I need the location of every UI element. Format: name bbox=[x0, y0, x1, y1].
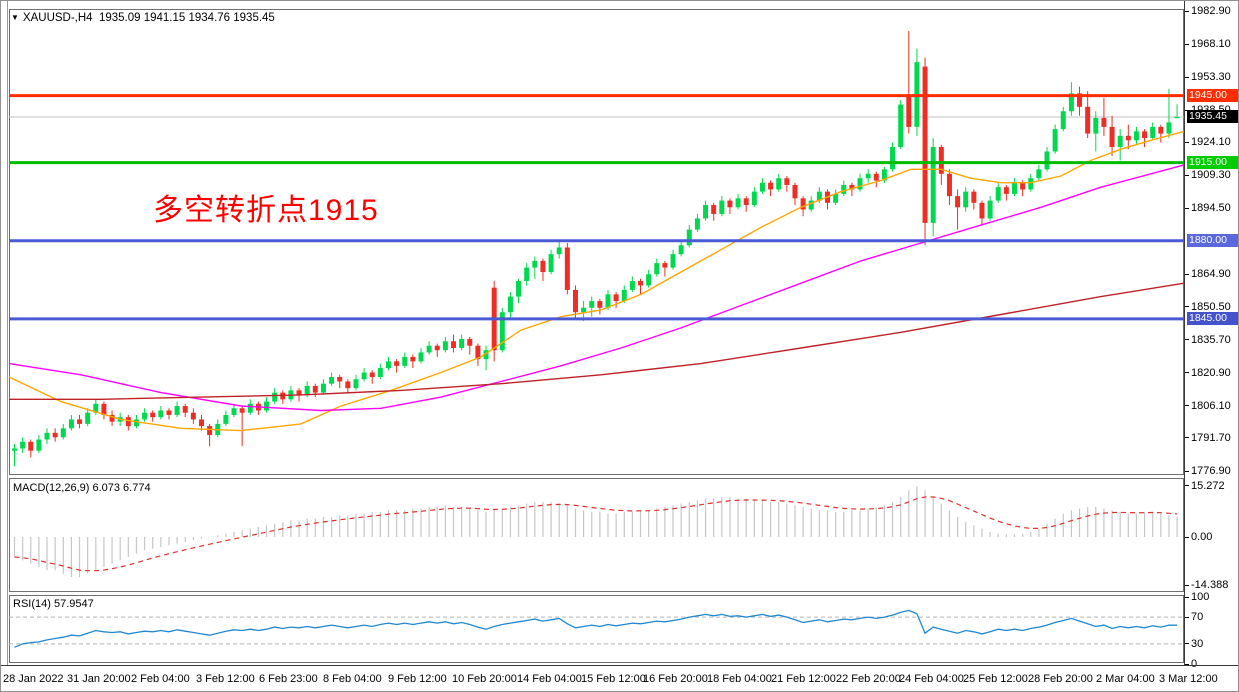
axis-tick-mark bbox=[1184, 405, 1189, 407]
time-axis-label: 31 Jan 20:00 bbox=[67, 673, 131, 685]
time-axis-label: 25 Feb 12:00 bbox=[963, 673, 1028, 685]
axis-tick-mark bbox=[1184, 306, 1189, 308]
axis-tick-mark bbox=[1184, 584, 1189, 586]
axis-tick-mark bbox=[1184, 643, 1189, 645]
axis-tick-mark bbox=[1184, 43, 1189, 45]
macd-canvas[interactable] bbox=[1, 478, 1185, 592]
time-axis-label: 14 Feb 04:00 bbox=[517, 673, 582, 685]
axis-tick-mark bbox=[1184, 141, 1189, 143]
rsi-axis-tick: 70 bbox=[1191, 611, 1204, 624]
axis-tick-mark bbox=[1184, 663, 1189, 665]
rsi-label: RSI(14) 57.9547 bbox=[13, 598, 94, 610]
price-axis-tick: 1968.10 bbox=[1191, 38, 1231, 51]
macd-label: MACD(12,26,9) 6.073 6.774 bbox=[13, 482, 151, 494]
time-axis-label: 10 Feb 20:00 bbox=[452, 673, 517, 685]
rsi-canvas[interactable] bbox=[1, 595, 1185, 663]
axis-tick-mark bbox=[1184, 372, 1189, 374]
chart-title: ▼ XAUUSD-,H4 1935.09 1941.15 1934.76 1935… bbox=[11, 12, 275, 24]
axis-tick-mark bbox=[1184, 10, 1189, 12]
axis-tick-mark bbox=[1184, 339, 1189, 341]
price-axis-tick: 1894.50 bbox=[1191, 202, 1231, 215]
time-axis-label: 3 Mar 12:00 bbox=[1159, 673, 1218, 685]
axis-tick-mark bbox=[1184, 437, 1189, 439]
main-chart-canvas[interactable] bbox=[1, 1, 1185, 476]
price-axis-tick: 1791.70 bbox=[1191, 431, 1231, 444]
price-axis-tick: 1864.90 bbox=[1191, 268, 1231, 281]
time-axis-label: 24 Feb 04:00 bbox=[899, 673, 964, 685]
time-axis-label: 2 Mar 04:00 bbox=[1096, 673, 1155, 685]
price-tag-1915-00: 1915.00 bbox=[1187, 156, 1238, 170]
macd-axis-tick: 0.00 bbox=[1191, 531, 1213, 543]
price-tag-1935-45: 1935.45 bbox=[1187, 110, 1238, 124]
axis-tick-mark bbox=[1184, 273, 1189, 275]
time-axis-label: 2 Feb 04:00 bbox=[131, 673, 190, 685]
axis-tick-mark bbox=[1184, 616, 1189, 618]
macd-axis-tick: -14.388 bbox=[1191, 579, 1229, 592]
annotation-text: 多空转折点1915 bbox=[153, 194, 379, 227]
price-axis-tick: 1820.90 bbox=[1191, 366, 1231, 379]
axis-tick-mark bbox=[1184, 536, 1189, 538]
axis-tick-mark bbox=[1184, 207, 1189, 209]
time-axis-label: 28 Jan 2022 bbox=[3, 673, 64, 685]
time-axis-label: 3 Feb 12:00 bbox=[196, 673, 255, 685]
macd-axis-tick: 15.272 bbox=[1191, 479, 1225, 492]
time-axis-label: 16 Feb 20:00 bbox=[643, 673, 708, 685]
chart-title-text: XAUUSD-,H4 1935.09 1941.15 1934.76 1935.… bbox=[22, 12, 275, 24]
time-axis-separator bbox=[1, 665, 1238, 666]
left-border-line bbox=[7, 1, 8, 665]
axis-tick-mark bbox=[1184, 174, 1189, 176]
triangle-down-icon: ▼ bbox=[11, 13, 19, 22]
axis-separator bbox=[1184, 1, 1185, 665]
axis-tick-mark bbox=[1184, 485, 1189, 487]
time-axis-label: 6 Feb 23:00 bbox=[259, 673, 318, 685]
price-axis-tick: 1982.90 bbox=[1191, 5, 1231, 17]
axis-tick-mark bbox=[1184, 470, 1189, 472]
price-axis-tick: 1776.90 bbox=[1191, 465, 1231, 477]
time-axis-label: 15 Feb 12:00 bbox=[581, 673, 646, 685]
price-tag-1845-00: 1845.00 bbox=[1187, 312, 1238, 326]
time-axis-label: 22 Feb 20:00 bbox=[836, 673, 901, 685]
price-axis-tick: 1835.70 bbox=[1191, 333, 1231, 346]
price-axis-tick: 1806.10 bbox=[1191, 399, 1231, 412]
axis-tick-mark bbox=[1184, 76, 1189, 78]
price-axis-tick: 1953.30 bbox=[1191, 71, 1231, 84]
axis-tick-mark bbox=[1184, 109, 1189, 111]
time-axis-label: 9 Feb 12:00 bbox=[388, 673, 447, 685]
price-axis-tick: 1909.30 bbox=[1191, 169, 1231, 182]
price-tag-1945-00: 1945.00 bbox=[1187, 89, 1238, 103]
time-axis-label: 21 Feb 12:00 bbox=[771, 673, 836, 685]
time-axis-label: 28 Feb 20:00 bbox=[1028, 673, 1093, 685]
price-tag-1880-00: 1880.00 bbox=[1187, 234, 1238, 248]
price-axis-tick: 1850.50 bbox=[1191, 300, 1231, 313]
time-axis-label: 8 Feb 04:00 bbox=[323, 673, 382, 685]
axis-tick-mark bbox=[1184, 596, 1189, 598]
time-axis-label: 18 Feb 04:00 bbox=[707, 673, 772, 685]
rsi-axis-tick: 0 bbox=[1191, 658, 1198, 670]
rsi-axis-tick: 100 bbox=[1191, 591, 1210, 603]
rsi-axis-tick: 30 bbox=[1191, 637, 1204, 650]
price-axis-tick: 1924.10 bbox=[1191, 136, 1231, 149]
